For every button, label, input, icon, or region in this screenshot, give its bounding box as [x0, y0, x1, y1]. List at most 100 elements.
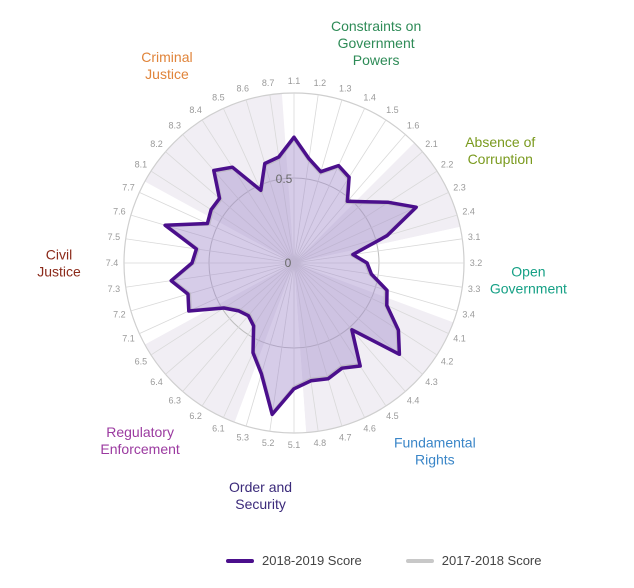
tick-label: 4.4	[407, 396, 420, 406]
tick-label: 4.6	[363, 424, 376, 434]
grid-spoke	[293, 262, 343, 427]
factor-label-line: Government	[490, 280, 567, 296]
grid-spoke	[182, 262, 295, 392]
grid-spoke	[293, 170, 438, 264]
grid-spoke	[245, 99, 295, 264]
tick-label: 5.3	[236, 433, 249, 443]
legend-item-2018-2019[interactable]: 2018-2019 Score	[226, 553, 362, 568]
tick-label: 1.3	[339, 83, 352, 93]
grid-spoke	[293, 119, 387, 264]
series-2018-2019	[163, 135, 418, 417]
tick-label: 8.5	[212, 92, 225, 102]
grid-spoke	[223, 262, 295, 418]
grid-spoke	[182, 134, 295, 264]
grid-spoke	[293, 134, 406, 264]
radar-series	[163, 135, 418, 417]
grid-spoke	[293, 262, 463, 288]
grid-spoke	[125, 262, 295, 288]
legend-swatch-2018-2019	[226, 558, 254, 563]
grid-spoke	[269, 94, 295, 264]
grid-spoke	[293, 262, 406, 392]
ring-label-0-5: 0.5	[276, 172, 293, 186]
grid-spoke	[293, 94, 319, 264]
tick-label: 7.6	[113, 207, 126, 217]
factor-label-line: Absence of	[465, 134, 535, 150]
tick-label: 3.1	[468, 232, 481, 242]
legend-item-2017-2018[interactable]: 2017-2018 Score	[405, 553, 542, 568]
tick-label: 6.5	[135, 356, 148, 366]
tick-label: 8.3	[169, 120, 182, 130]
factor-label-line: Regulatory	[106, 424, 174, 440]
legend-label-2017-2018: 2017-2018 Score	[441, 553, 542, 568]
tick-label: 6.3	[169, 396, 182, 406]
tick-label: 4.8	[314, 438, 327, 448]
tick-label: 3.4	[462, 309, 475, 319]
grid-spoke	[201, 262, 295, 407]
factor-label-line: Government	[338, 35, 415, 51]
grid-spoke	[125, 238, 295, 264]
grid-spoke	[293, 262, 387, 407]
grid-spoke	[165, 151, 295, 264]
factor-band-4	[294, 263, 454, 433]
tick-label: 7.4	[106, 258, 119, 268]
tick-label: 7.5	[108, 232, 121, 242]
grid-spoke	[293, 238, 463, 264]
legend: 2018-2019 Score 2017-2018 Score	[226, 553, 586, 568]
tick-label: 8.1	[135, 160, 148, 170]
factor-label-line: Constraints on	[331, 18, 421, 34]
factor-label-line: Criminal	[141, 49, 192, 65]
legend-swatch-2017-2018	[405, 558, 434, 563]
tick-label: 1.2	[314, 78, 327, 88]
factor-band-6	[144, 263, 294, 423]
tick-label: 2.1	[425, 139, 438, 149]
factor-label-2: Absence of Corruption	[465, 134, 535, 167]
grid-spoke	[150, 170, 295, 264]
tick-label: 5.1	[288, 440, 301, 450]
factor-label-line: Open	[511, 263, 545, 279]
factor-label-line: Rights	[415, 452, 455, 468]
grid-spoke	[293, 262, 438, 356]
ring-labels: 00.5	[276, 172, 293, 270]
tick-label: 2.3	[453, 182, 466, 192]
grid-spoke	[139, 262, 295, 334]
tick-label: 4.5	[386, 411, 399, 421]
radar-grid	[123, 92, 465, 434]
tick-label: 2.2	[441, 160, 454, 170]
factor-label-line: Civil	[46, 247, 72, 263]
factor-label-5: Order and Security	[229, 479, 292, 512]
grid-spoke	[165, 262, 295, 375]
tick-label: 4.2	[441, 356, 454, 366]
factor-label-1: Constraints on Government Powers	[331, 18, 421, 68]
grid-spoke	[201, 119, 295, 264]
tick-label: 6.1	[212, 424, 225, 434]
tick-label: 7.2	[113, 309, 126, 319]
grid-spoke	[293, 262, 365, 418]
tick-label: 6.4	[150, 377, 163, 387]
factor-label-line: Fundamental	[394, 435, 476, 451]
tick-label: 8.6	[236, 83, 249, 93]
grid-spoke	[293, 192, 449, 264]
tick-label: 3.3	[468, 284, 481, 294]
grid-spoke	[130, 262, 295, 312]
tick-label: 4.1	[453, 334, 466, 344]
grid-spoke	[245, 262, 295, 427]
grid-spoke	[293, 151, 423, 264]
grid-spoke	[139, 192, 295, 264]
grid-spoke	[293, 262, 423, 375]
grid-spoke	[269, 262, 295, 432]
grid-spoke	[293, 262, 449, 334]
factor-label-8: Criminal Justice	[141, 49, 192, 82]
tick-label: 4.7	[339, 433, 352, 443]
tick-label: 8.7	[262, 78, 275, 88]
tick-label: 7.3	[108, 284, 121, 294]
factor-band-3	[294, 226, 464, 323]
tick-label: 1.4	[363, 92, 376, 102]
legend-label-2018-2019: 2018-2019 Score	[262, 553, 362, 568]
factor-label-line: Justice	[37, 264, 81, 280]
tick-label: 3.2	[470, 258, 483, 268]
factor-label-line: Security	[235, 496, 286, 512]
factor-label-line: Powers	[353, 52, 400, 68]
tick-labels: 1.1 1.2 1.3 1.4 1.5 1.6 2.1 2.2 2.3 2.4 3.1 3.2 3.3 3…	[106, 76, 483, 450]
